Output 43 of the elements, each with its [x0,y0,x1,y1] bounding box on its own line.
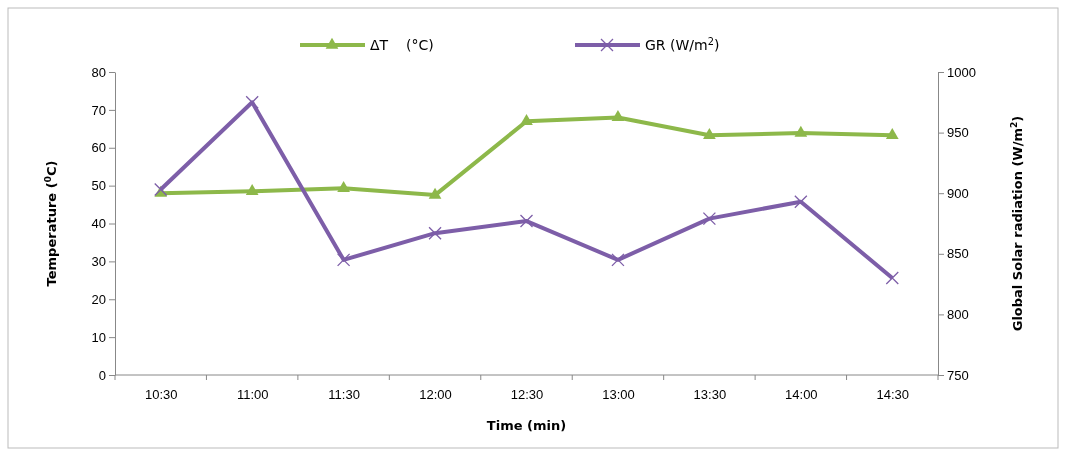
point [611,110,625,122]
x-tick-label: 11:00 [236,386,269,402]
x-tick-label: 10:30 [144,386,178,402]
x-tick-label: 13:30 [693,386,727,402]
point [794,125,808,137]
point [337,180,350,192]
y2-tick-label: 1000 [947,64,976,80]
point [702,212,717,226]
point [611,253,625,267]
x-tick-label: 12:00 [419,386,452,402]
point [519,214,534,228]
y-tick-label: 60 [91,140,106,156]
y-tick-label: 70 [91,102,106,118]
x-tick-label: 11:30 [328,386,360,402]
x-tick-label: 13:00 [602,386,635,402]
y2-tick-label: 900 [947,185,969,201]
point [428,226,442,240]
point [794,195,808,209]
point [520,113,533,125]
x-tick-label: 14:30 [876,386,910,402]
y-tick-label: 80 [91,64,106,80]
x-tick-label: 12:30 [510,386,544,402]
y2-tick-label: 850 [947,246,969,262]
y-tick-label: 0 [98,367,106,383]
y2-tick-label: 750 [947,367,969,383]
y-tick-label: 20 [91,291,106,307]
y-tick-label: 40 [91,216,106,232]
y-tick-label: 30 [91,254,106,270]
point [245,95,259,109]
y-tick-label: 50 [91,178,106,194]
y-tick-label: 10 [91,329,106,345]
point [428,187,442,199]
point [885,127,899,139]
point [336,253,351,267]
point [885,271,899,285]
y2-tick-label: 950 [947,125,969,141]
point [703,127,716,139]
legend-label: ΔT (°C) [370,37,434,53]
x-axis-title: Time (min) [486,418,567,433]
point [245,183,259,195]
y2-tick-label: 800 [947,307,969,323]
legend-label: GR (W/m$^{2}$) [645,35,720,53]
x-tick-label: 14:00 [785,386,818,402]
